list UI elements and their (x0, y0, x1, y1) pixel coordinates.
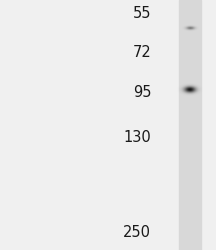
Text: 55: 55 (133, 6, 151, 21)
Bar (179, 0, 201, 250)
Text: 72: 72 (132, 45, 151, 60)
Text: 250: 250 (123, 225, 151, 240)
Text: 130: 130 (124, 130, 151, 146)
Text: 95: 95 (133, 85, 151, 100)
